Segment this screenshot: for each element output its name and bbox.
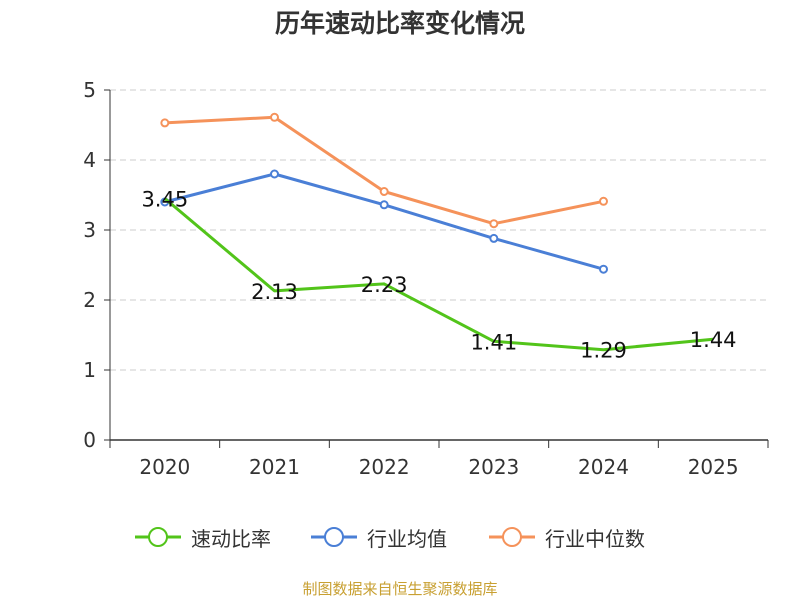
- legend-item[interactable]: 行业中位数: [487, 520, 645, 554]
- y-tick-label: 5: [83, 78, 96, 102]
- y-tick-label: 1: [83, 358, 96, 382]
- data-label: 2.13: [251, 280, 298, 304]
- data-label: 1.29: [580, 339, 627, 363]
- series-point: [160, 118, 170, 128]
- data-label: 3.45: [141, 188, 188, 212]
- data-label: 2.23: [361, 273, 408, 297]
- y-tick-label: 3: [83, 218, 96, 242]
- series-line-0: [163, 197, 714, 352]
- y-tick-label: 0: [83, 428, 96, 452]
- x-tick-label: 2025: [688, 455, 739, 479]
- data-label: 1.44: [690, 328, 737, 352]
- source-note: 制图数据来自恒生聚源数据库: [302, 580, 498, 598]
- series-point: [599, 264, 608, 274]
- legend-label: 行业均值: [367, 526, 447, 551]
- series-point: [270, 169, 279, 179]
- series-point: [379, 187, 389, 196]
- legend-marker-icon: [135, 527, 181, 547]
- legend-marker-icon: [489, 527, 535, 547]
- series-point: [379, 200, 389, 210]
- series-point: [270, 112, 279, 122]
- x-tick-label: 2024: [578, 455, 629, 479]
- x-tick-label: 2021: [249, 455, 300, 479]
- data-label: 1.41: [470, 330, 517, 354]
- legend-label: 行业中位数: [545, 526, 645, 551]
- legend-marker-icon: [311, 527, 357, 547]
- x-tick-label: 2023: [468, 455, 519, 479]
- chart-title: 历年速动比率变化情况: [274, 9, 525, 38]
- x-tick-label: 2020: [139, 455, 190, 479]
- grid-lines: [110, 89, 768, 371]
- series-lines: [160, 112, 714, 352]
- series-point: [489, 233, 499, 243]
- legend-item[interactable]: 行业均值: [309, 520, 447, 554]
- y-tick-label: 4: [83, 148, 96, 172]
- series-point: [599, 196, 608, 206]
- x-tick-label: 2022: [359, 455, 410, 479]
- series-point: [489, 219, 499, 229]
- y-tick-label: 2: [83, 288, 96, 312]
- legend-circle: [502, 527, 522, 547]
- legend-label: 速动比率: [191, 526, 271, 551]
- data-labels: 3.45 2.13 2.23 1.41 1.29 1.44: [141, 188, 736, 363]
- chart-legend: 速动比率 行业均值 行业中位数: [0, 520, 800, 554]
- legend-circle: [148, 527, 168, 547]
- legend-circle: [324, 527, 344, 547]
- axes: 0 1 2 3 4 5 2020 2021 2022 2023 2024 2025: [83, 78, 769, 479]
- legend-item[interactable]: 速动比率: [133, 520, 271, 554]
